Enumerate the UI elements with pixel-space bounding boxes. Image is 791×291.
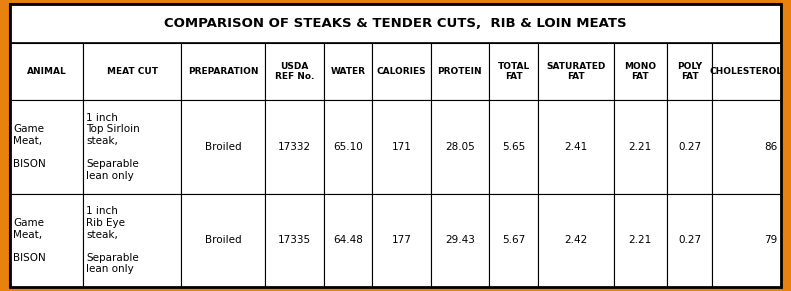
Bar: [266, 43, 324, 100]
Text: 2.42: 2.42: [565, 235, 588, 245]
Bar: [266, 100, 324, 194]
Text: Game
Meat,

BISON: Game Meat, BISON: [13, 124, 46, 169]
Bar: [712, 194, 781, 287]
Bar: [83, 43, 181, 100]
Text: WATER: WATER: [331, 67, 365, 76]
Bar: [489, 194, 539, 287]
Text: 0.27: 0.27: [678, 142, 701, 152]
Text: 2.21: 2.21: [629, 142, 652, 152]
Bar: [181, 194, 266, 287]
Bar: [83, 100, 181, 194]
Text: COMPARISON OF STEAKS & TENDER CUTS,  RIB & LOIN MEATS: COMPARISON OF STEAKS & TENDER CUTS, RIB …: [165, 17, 626, 30]
Bar: [539, 100, 614, 194]
Text: USDA
REF No.: USDA REF No.: [274, 62, 314, 81]
Text: TOTAL
FAT: TOTAL FAT: [498, 62, 530, 81]
Bar: [667, 43, 712, 100]
Text: 86: 86: [764, 142, 778, 152]
Bar: [667, 194, 712, 287]
Bar: [430, 100, 489, 194]
Bar: [430, 194, 489, 287]
Bar: [266, 194, 324, 287]
Bar: [10, 43, 83, 100]
Text: 177: 177: [392, 235, 411, 245]
Bar: [539, 194, 614, 287]
Bar: [324, 194, 373, 287]
Bar: [539, 43, 614, 100]
Text: 0.27: 0.27: [678, 235, 701, 245]
Text: CHOLESTEROL: CHOLESTEROL: [710, 67, 783, 76]
Text: 29.43: 29.43: [445, 235, 475, 245]
Text: Broiled: Broiled: [205, 235, 242, 245]
Text: 28.05: 28.05: [445, 142, 475, 152]
Text: MONO
FAT: MONO FAT: [624, 62, 657, 81]
Bar: [667, 100, 712, 194]
Bar: [373, 43, 430, 100]
Bar: [324, 100, 373, 194]
Text: CALORIES: CALORIES: [377, 67, 426, 76]
Text: Game
Meat,

BISON: Game Meat, BISON: [13, 218, 46, 263]
Bar: [83, 194, 181, 287]
Text: PREPARATION: PREPARATION: [188, 67, 259, 76]
Text: 5.67: 5.67: [502, 235, 525, 245]
Text: Broiled: Broiled: [205, 142, 242, 152]
Text: 17335: 17335: [278, 235, 311, 245]
Text: POLY
FAT: POLY FAT: [677, 62, 702, 81]
Bar: [10, 4, 781, 43]
Bar: [489, 43, 539, 100]
Text: SATURATED
FAT: SATURATED FAT: [547, 62, 606, 81]
Bar: [373, 194, 430, 287]
Text: PROTEIN: PROTEIN: [437, 67, 482, 76]
Bar: [614, 194, 667, 287]
Bar: [430, 43, 489, 100]
Text: 2.41: 2.41: [565, 142, 588, 152]
Bar: [181, 43, 266, 100]
Bar: [614, 100, 667, 194]
Bar: [10, 100, 83, 194]
Text: 5.65: 5.65: [502, 142, 525, 152]
Text: MEAT CUT: MEAT CUT: [107, 67, 157, 76]
Text: 64.48: 64.48: [333, 235, 363, 245]
Bar: [614, 43, 667, 100]
Bar: [712, 100, 781, 194]
Text: 65.10: 65.10: [333, 142, 363, 152]
Bar: [10, 194, 83, 287]
Text: 171: 171: [392, 142, 411, 152]
Bar: [373, 100, 430, 194]
Bar: [324, 43, 373, 100]
Text: ANIMAL: ANIMAL: [27, 67, 66, 76]
Bar: [489, 100, 539, 194]
Bar: [181, 100, 266, 194]
Text: 1 inch
Top Sirloin
steak,

Separable
lean only: 1 inch Top Sirloin steak, Separable lean…: [86, 113, 140, 181]
Text: 2.21: 2.21: [629, 235, 652, 245]
Text: 17332: 17332: [278, 142, 311, 152]
Text: 79: 79: [764, 235, 778, 245]
Bar: [712, 43, 781, 100]
Text: 1 inch
Rib Eye
steak,

Separable
lean only: 1 inch Rib Eye steak, Separable lean onl…: [86, 206, 139, 274]
